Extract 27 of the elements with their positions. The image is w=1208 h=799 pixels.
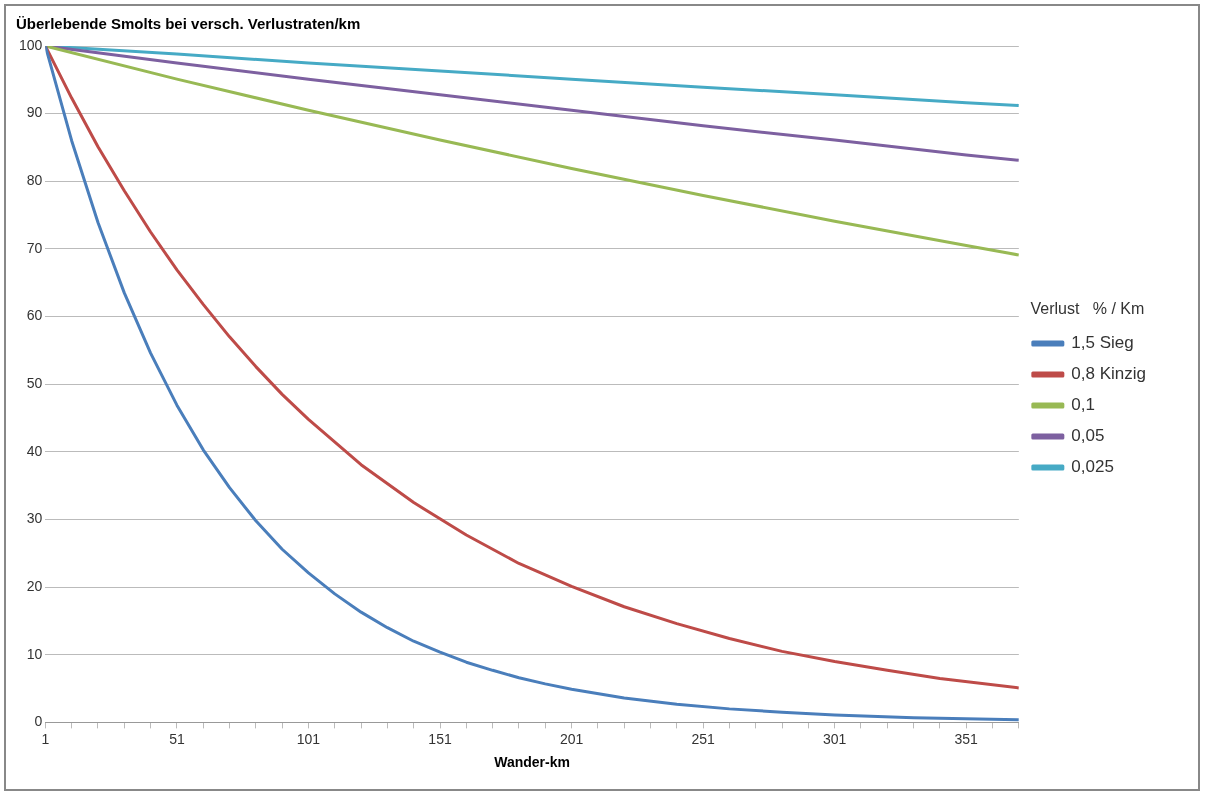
y-tick-label: 60 — [26, 307, 43, 324]
legend-label: 1,5 Sieg — [1071, 333, 1134, 353]
y-tick-label: 40 — [26, 442, 43, 459]
y-tick-label: 0 — [34, 713, 43, 730]
y-tick-label: 50 — [26, 375, 43, 392]
y-tick-label: 20 — [26, 577, 43, 594]
legend-label: 0,025 — [1071, 457, 1114, 477]
legend-label: 0,1 — [1071, 395, 1095, 415]
x-tick-label: 301 — [822, 730, 847, 747]
x-axis-title: Wander-km — [494, 754, 570, 771]
x-tick-label: 351 — [954, 730, 979, 747]
y-tick-label: 30 — [26, 510, 43, 527]
x-tick-label: 101 — [296, 730, 321, 747]
x-tick-label: 151 — [428, 730, 452, 747]
chart-title: Überlebende Smolts bei versch. Verlustraten/km — [16, 15, 361, 33]
legend-label: 0,8 Kinzig — [1071, 364, 1147, 384]
x-tick-label: 1 — [41, 730, 50, 747]
y-tick-label: 70 — [26, 239, 43, 256]
y-tick-label: 10 — [26, 645, 43, 662]
x-tick-label: 51 — [169, 730, 185, 747]
legend-title: Verlust % / Km — [1030, 300, 1145, 318]
y-tick-label: 100 — [19, 36, 43, 53]
legend-label: 0,05 — [1071, 426, 1105, 446]
x-tick-label: 201 — [559, 730, 584, 747]
y-tick-label: 90 — [26, 104, 43, 121]
y-tick-label: 80 — [26, 172, 43, 189]
x-tick-label: 251 — [691, 730, 716, 747]
